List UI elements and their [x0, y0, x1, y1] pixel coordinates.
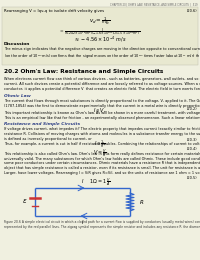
- Text: 20.2 Ohm's Law: Resistance and Simple Circuits: 20.2 Ohm's Law: Resistance and Simple Ci…: [4, 69, 163, 74]
- Text: The current that flows through most substances is directly proportional to the v: The current that flows through most subs…: [4, 99, 200, 108]
- Text: This important relationship is known as Ohm's law. As will be shown in a more ca: This important relationship is known as …: [4, 111, 200, 120]
- Text: The minus sign indicates that the negative charges are moving in the direction o: The minus sign indicates that the negati…: [4, 47, 200, 61]
- Text: (20.2): (20.2): [186, 107, 197, 111]
- Text: Resistance and Simple Circuits: Resistance and Simple Circuits: [4, 122, 80, 126]
- Text: Discussion: Discussion: [4, 42, 30, 46]
- Text: $I \propto \frac{1}{R},$: $I \propto \frac{1}{R},$: [94, 138, 106, 149]
- Text: Figure 20.6 A simple electrical circuit in which a closed path for a current flo: Figure 20.6 A simple electrical circuit …: [4, 220, 200, 229]
- Text: (20.3): (20.3): [186, 138, 197, 142]
- Text: (20.4): (20.4): [186, 147, 197, 151]
- Text: R: R: [140, 199, 144, 205]
- Text: $\approx -4.56\times10^{-4}\ m/s$: $\approx -4.56\times10^{-4}\ m/s$: [74, 35, 126, 44]
- Text: Thus, for example, a current is cut in half if resistance doubles. Combining the: Thus, for example, a current is cut in h…: [4, 142, 200, 146]
- Text: (20.6): (20.6): [186, 9, 197, 13]
- Text: (20.5): (20.5): [186, 176, 197, 180]
- Text: $\varepsilon$: $\varepsilon$: [22, 197, 28, 205]
- Text: Rearranging V = Iqvₛq to isolate drift velocity gives: Rearranging V = Iqvₛq to isolate drift v…: [4, 9, 104, 13]
- Text: Ohmic Law: Ohmic Law: [4, 94, 31, 98]
- Text: When electrons current flow can think of various devices - such as batteries, ge: When electrons current flow can think of…: [4, 77, 200, 91]
- FancyBboxPatch shape: [2, 7, 198, 65]
- Text: some poor conductors under certain circumstances. Ohmic materials have a resista: some poor conductors under certain circu…: [4, 161, 200, 175]
- Text: If voltage drives current, what impedes it? The electric property that impedes c: If voltage drives current, what impedes …: [4, 127, 200, 141]
- Text: $1\,\Omega = 1\,\frac{V}{A}$: $1\,\Omega = 1\,\frac{V}{A}$: [89, 176, 111, 187]
- Text: $I$: $I$: [81, 177, 84, 185]
- Text: This relationship is also called Ohm's law. Ohm's law in this form really define: This relationship is also called Ohm's l…: [4, 152, 200, 161]
- Text: $I \propto V,$: $I \propto V,$: [93, 107, 107, 114]
- Text: CHAPTER 20 | OHM'S LAW, RESISTANCE, AND SIMPLE CIRCUITS  |  519: CHAPTER 20 | OHM'S LAW, RESISTANCE, AND …: [110, 2, 198, 6]
- Text: $v_d = \frac{1}{nq_e}$: $v_d = \frac{1}{nq_e}$: [89, 16, 111, 28]
- Text: $I$: $I$: [81, 218, 84, 226]
- Text: $V = \frac{V}{R}$: $V = \frac{V}{R}$: [93, 147, 107, 159]
- Text: $= \frac{I}{(6.242\times10^{18}/m^3)(-1.6\times10^{-19}C)(1.5\times10^{-4}m^2)}$: $= \frac{I}{(6.242\times10^{18}/m^3)(-1.…: [59, 26, 141, 38]
